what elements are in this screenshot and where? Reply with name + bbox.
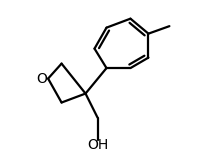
Text: O: O <box>36 72 47 86</box>
Text: OH: OH <box>87 138 108 152</box>
